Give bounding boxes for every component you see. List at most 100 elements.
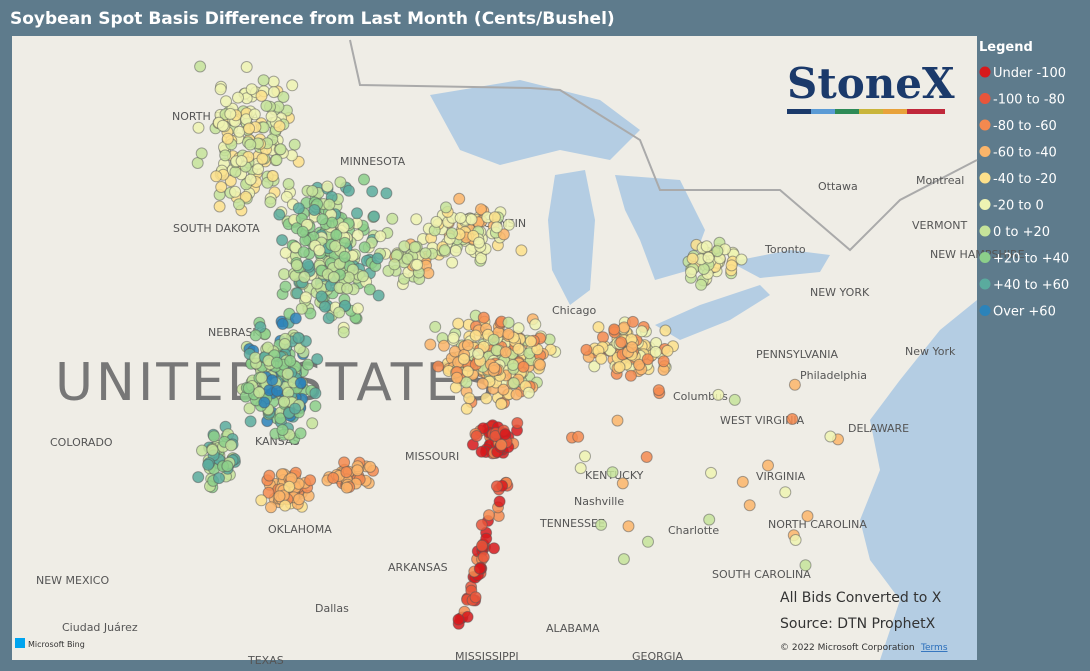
bid-point xyxy=(242,382,255,395)
bid-point xyxy=(309,387,322,400)
bid-point xyxy=(315,290,328,303)
bid-point xyxy=(736,475,749,488)
bid-point xyxy=(271,385,284,397)
bid-point xyxy=(592,321,605,334)
bid-point xyxy=(245,83,258,96)
legend-label: +40 to +60 xyxy=(993,278,1069,293)
lake-erie xyxy=(655,285,770,340)
bid-point xyxy=(502,218,515,231)
place-label: TEXAS xyxy=(247,654,284,667)
bid-point xyxy=(330,229,343,241)
bid-point xyxy=(279,499,292,512)
ocean xyxy=(860,300,977,660)
bid-point xyxy=(289,312,302,325)
bid-point xyxy=(327,271,340,284)
bid-point xyxy=(278,268,291,281)
bid-point xyxy=(342,184,355,197)
bid-point xyxy=(327,472,340,484)
bid-point xyxy=(244,415,257,428)
place-label: VERMONT xyxy=(912,219,967,232)
bid-point xyxy=(469,329,482,342)
legend: Under -100 -100 to -80 -80 to -60 -60 to -4… xyxy=(979,66,1069,320)
bid-point xyxy=(799,559,812,572)
bid-point xyxy=(626,315,639,328)
bid-point xyxy=(323,198,336,211)
bid-point xyxy=(454,212,467,224)
legend-swatch xyxy=(979,278,991,290)
bid-point xyxy=(213,472,225,485)
bid-point xyxy=(273,120,286,133)
bid-point xyxy=(574,462,587,475)
bid-point xyxy=(351,302,364,315)
bid-point xyxy=(473,236,485,249)
bid-point xyxy=(617,553,630,566)
bid-point xyxy=(255,89,268,102)
bid-point xyxy=(735,253,748,266)
bid-point xyxy=(258,396,271,409)
bid-point xyxy=(270,356,283,369)
place-label: MINNESOTA xyxy=(340,155,406,168)
bid-point xyxy=(372,289,385,302)
legend-label: -40 to -20 xyxy=(993,172,1057,187)
bid-point xyxy=(460,402,473,415)
legend-swatch xyxy=(979,305,991,316)
place-label: SOUTH CAROLINA xyxy=(712,568,811,581)
bid-point xyxy=(267,75,280,88)
bid-point xyxy=(221,460,234,473)
legend-swatch xyxy=(979,146,991,157)
bid-point xyxy=(266,170,279,182)
terms-link[interactable]: Terms xyxy=(920,643,948,653)
lake-michigan xyxy=(548,170,595,305)
bid-point xyxy=(311,353,324,366)
bid-point xyxy=(522,386,535,399)
legend-label: Over +60 xyxy=(993,305,1056,320)
provider: Microsoft Bing xyxy=(28,640,85,649)
bid-point xyxy=(615,336,628,349)
bid-point xyxy=(261,341,274,354)
bid-point xyxy=(270,154,283,166)
bid-point xyxy=(705,466,717,479)
title: Soybean Spot Basis Difference from Last … xyxy=(10,9,615,29)
bid-point xyxy=(243,122,256,135)
bid-point xyxy=(473,562,486,575)
bid-point xyxy=(368,210,380,223)
note: All Bids Converted to X xyxy=(780,590,942,606)
bid-point xyxy=(446,227,458,240)
bid-point xyxy=(252,163,265,176)
legend-swatch xyxy=(979,66,991,78)
bid-point xyxy=(490,480,503,493)
bid-point xyxy=(476,377,489,390)
legend-label: -100 to -80 xyxy=(993,93,1065,108)
bid-point xyxy=(313,244,326,257)
bid-point xyxy=(440,201,452,214)
bid-point xyxy=(214,83,227,96)
bid-point xyxy=(290,259,303,272)
bid-point xyxy=(633,358,646,371)
place-label: NEW MEXICO xyxy=(36,574,109,587)
bid-point xyxy=(301,258,314,271)
place-label: Ciudad Juárez xyxy=(62,621,138,634)
logo-stripe xyxy=(859,109,883,114)
bid-point xyxy=(475,203,487,216)
place-label: ARKANSAS xyxy=(388,561,448,574)
place-label: New York xyxy=(905,345,956,358)
bid-point xyxy=(196,444,208,457)
bid-point xyxy=(642,535,654,548)
bid-point xyxy=(437,339,450,352)
bid-point xyxy=(265,501,277,514)
bid-point xyxy=(202,458,215,471)
bid-point xyxy=(295,302,308,315)
bid-point xyxy=(588,360,601,373)
place-label: SOUTH DAKOTA xyxy=(173,222,260,235)
bid-point xyxy=(263,469,276,482)
bid-point xyxy=(364,460,377,473)
bid-point xyxy=(572,430,585,443)
bid-point xyxy=(296,225,309,238)
bid-point xyxy=(298,271,311,283)
bid-point xyxy=(229,185,242,198)
place-label: Nashville xyxy=(574,495,624,508)
bid-point xyxy=(649,345,662,358)
bid-point xyxy=(511,417,524,429)
bid-point xyxy=(306,417,319,430)
border xyxy=(349,39,978,252)
